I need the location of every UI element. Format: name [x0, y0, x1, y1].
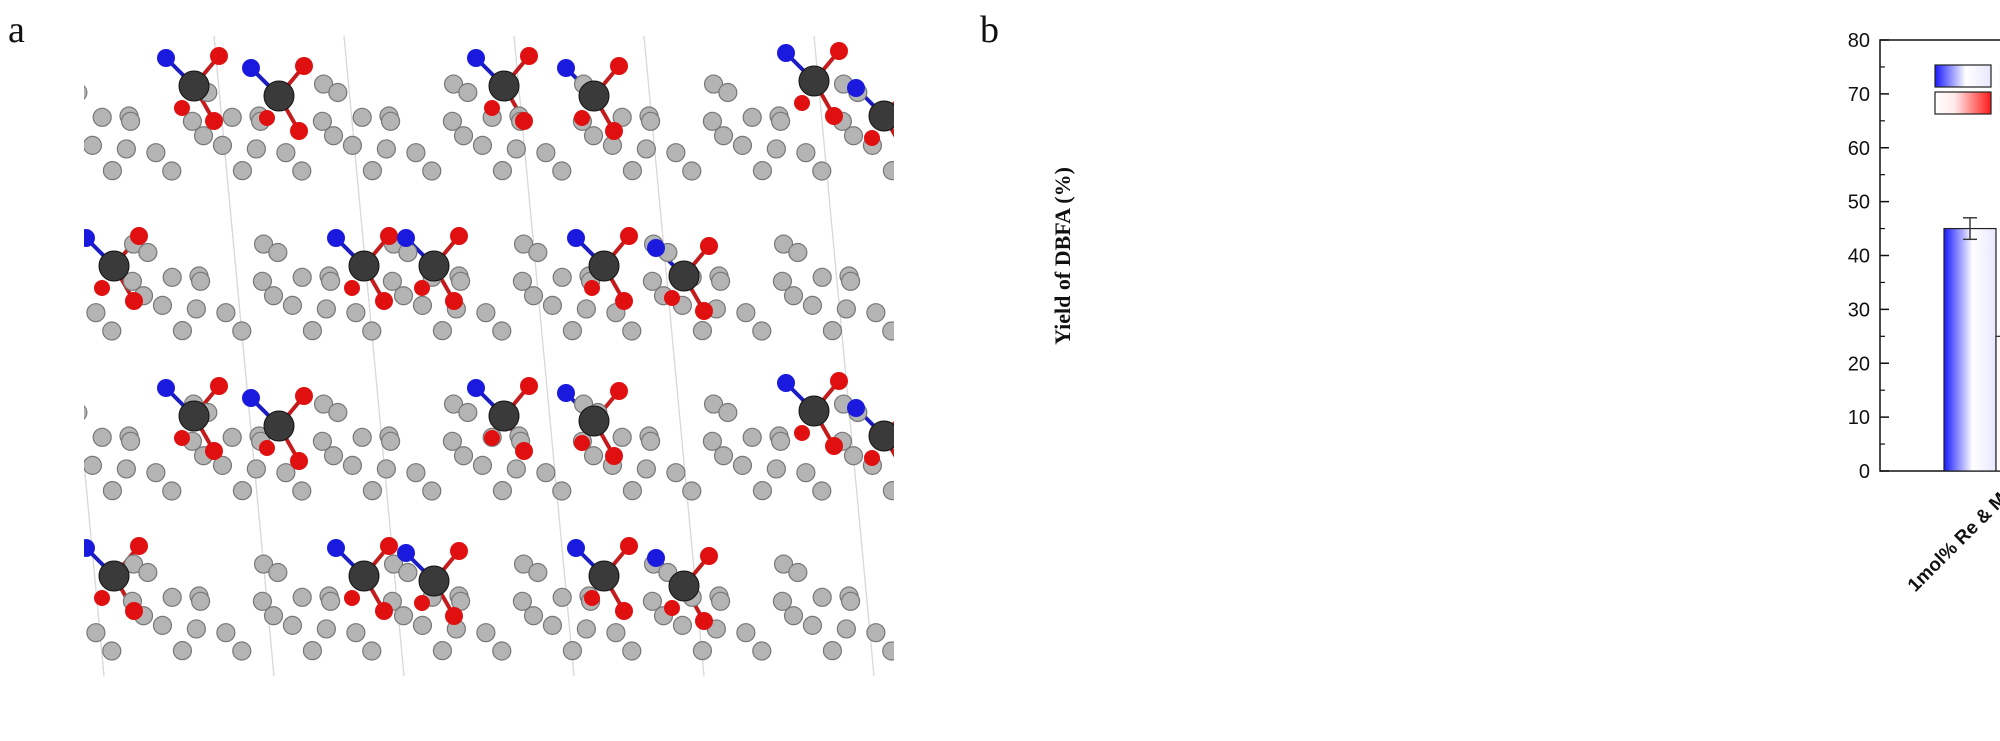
legend-label: MTO: [1998, 63, 2000, 90]
bar: [1943, 227, 1997, 472]
bar: [1995, 335, 2000, 472]
y-tick-label: 0: [1859, 461, 1870, 483]
crystal-structure-image: [84, 36, 894, 676]
bar-chart: Yield of DBFA (%) 0 10 20 30 40 50 60 70 80 1mol%…: [1050, 30, 2000, 597]
y-tick-label: 10: [1848, 407, 1870, 429]
y-axis-title: Yield of DBFA (%): [1050, 167, 1075, 345]
y-tick-label: 20: [1848, 353, 1870, 375]
legend-swatch: [1934, 64, 1992, 88]
panel-label-a: a: [8, 9, 25, 51]
legend-label: Mo-8-HQ: [1998, 90, 2000, 117]
y-tick-label: 60: [1848, 138, 1870, 160]
x-tick-label: 1mol% Re & Mo: [1904, 481, 2000, 597]
panel-label-b: b: [980, 9, 999, 51]
y-tick-label: 30: [1848, 299, 1870, 321]
legend-swatch: [1934, 91, 1992, 115]
y-tick-label: 80: [1848, 30, 1870, 52]
y-tick-label: 70: [1848, 84, 1870, 106]
y-tick-label: 50: [1848, 192, 1870, 214]
y-tick-label: 40: [1848, 246, 1870, 268]
